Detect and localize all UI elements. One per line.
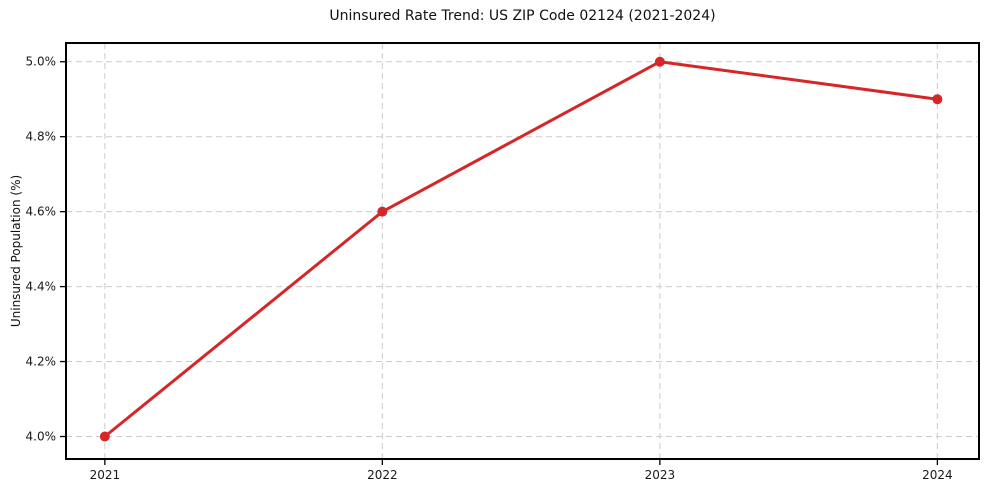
y-tick-label: 4.6% — [26, 205, 57, 219]
data-point — [932, 94, 943, 105]
data-point — [654, 56, 665, 67]
plot-border — [65, 42, 980, 460]
data-point — [99, 431, 110, 442]
x-tick-label: 2022 — [367, 468, 398, 482]
data-point — [377, 206, 388, 217]
y-tick-label: 4.4% — [26, 280, 57, 294]
x-tick-label: 2023 — [645, 468, 676, 482]
x-tick-label: 2024 — [922, 468, 953, 482]
chart-title: Uninsured Rate Trend: US ZIP Code 02124 … — [329, 8, 716, 24]
x-tick-label: 2021 — [90, 468, 121, 482]
y-tick-label: 4.0% — [26, 430, 57, 444]
y-tick-label: 5.0% — [26, 55, 57, 69]
trend-line — [103, 60, 939, 439]
y-tick-label: 4.2% — [26, 355, 57, 369]
y-tick-label: 4.8% — [26, 130, 57, 144]
